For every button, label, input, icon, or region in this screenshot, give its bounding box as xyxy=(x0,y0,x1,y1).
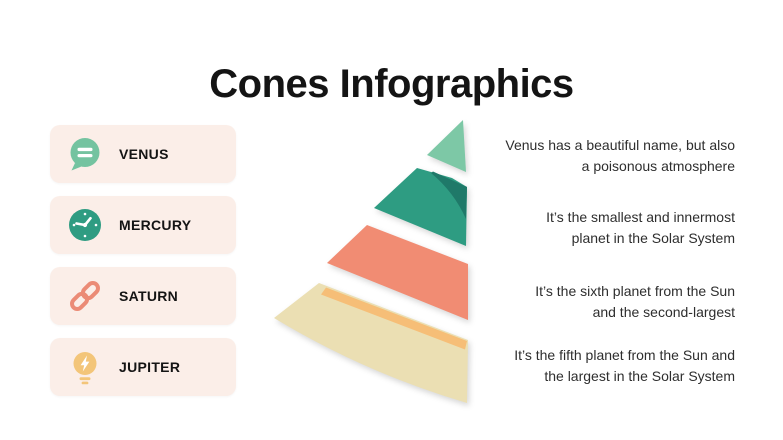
description-line: and the second-largest xyxy=(592,304,735,320)
sidebar-item-label: SATURN xyxy=(119,288,179,304)
sidebar-item-saturn: SATURN xyxy=(50,267,236,325)
description-venus: Venus has a beautiful name, but also a p… xyxy=(470,127,735,185)
sidebar-item-jupiter: JUPITER xyxy=(50,338,236,396)
sidebar-item-label: MERCURY xyxy=(119,217,192,233)
description-saturn: It’s the sixth planet from the Sun and t… xyxy=(470,273,735,331)
description-line: It’s the fifth planet from the Sun and xyxy=(514,347,735,363)
sidebar-item-label: JUPITER xyxy=(119,359,181,375)
cone-segment-mercury xyxy=(374,168,467,246)
description-line: the largest in the Solar System xyxy=(544,368,735,384)
cone-segment-jupiter xyxy=(274,283,468,403)
sidebar-item-venus: VENUS xyxy=(50,125,236,183)
bulb-icon xyxy=(73,352,97,385)
description-line: planet in the Solar System xyxy=(571,230,735,246)
description-line: Venus has a beautiful name, but also xyxy=(505,137,735,153)
page-title: Cones Infographics xyxy=(209,61,574,106)
sidebar-item-label: VENUS xyxy=(119,146,169,162)
cone-segment-venus xyxy=(427,120,466,172)
description-line: a poisonous atmosphere xyxy=(581,158,735,174)
description-line: It’s the smallest and innermost xyxy=(546,209,735,225)
link-icon xyxy=(70,281,100,311)
chat-icon xyxy=(70,138,100,171)
description-jupiter: It’s the fifth planet from the Sun and t… xyxy=(470,337,735,395)
cone-segment-saturn xyxy=(327,225,468,320)
description-mercury: It’s the smallest and innermost planet i… xyxy=(470,199,735,257)
sidebar-item-mercury: MERCURY xyxy=(50,196,236,254)
cone-graphic xyxy=(274,120,468,403)
clock-icon xyxy=(69,209,101,241)
description-line: It’s the sixth planet from the Sun xyxy=(535,283,735,299)
